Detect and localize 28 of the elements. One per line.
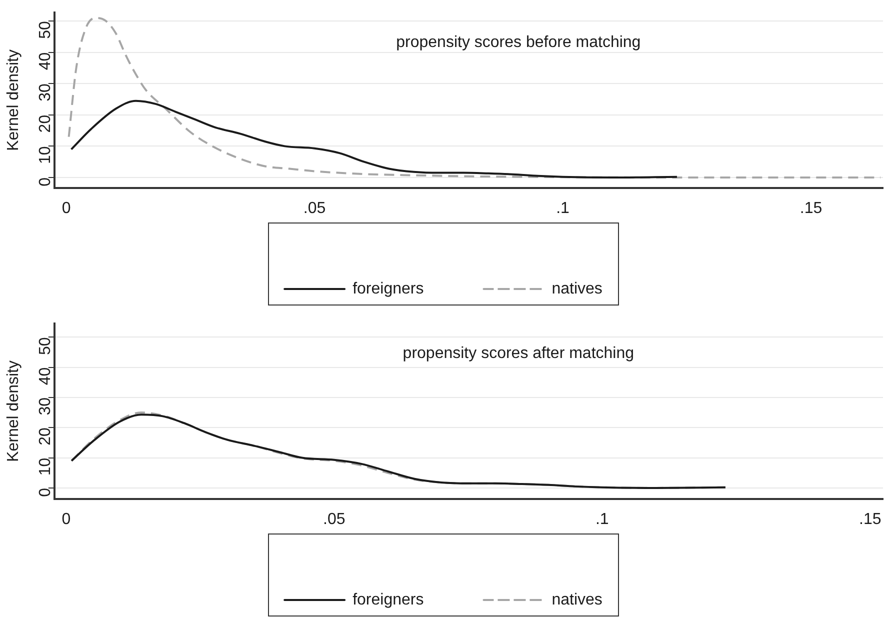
y-tick-label: 30: [36, 397, 54, 416]
y-tick-label: 30: [36, 84, 54, 102]
y-tick-label: 50: [36, 337, 54, 355]
x-tick-label: 0: [62, 200, 71, 217]
y-axis-title: Kernel density: [5, 50, 22, 151]
legend-label: natives: [552, 591, 602, 608]
y-tick-label: 0: [36, 177, 54, 186]
legend-label: foreigners: [352, 591, 424, 608]
y-axis-title: Kernel density: [5, 360, 22, 462]
text: propensity scores after matching: [402, 345, 634, 362]
x-tick-label: .05: [323, 510, 346, 528]
x-tick-label: 0: [62, 510, 71, 528]
y-tick-label: 10: [36, 146, 54, 164]
x-tick-label: .15: [800, 200, 822, 217]
x-tick-label: .05: [303, 200, 326, 217]
y-tick-label: 0: [36, 488, 54, 497]
x-tick-label: .1: [595, 510, 609, 528]
y-tick-label: 10: [36, 458, 54, 476]
y-tick-label: 20: [36, 428, 54, 446]
text: propensity scores before matching: [396, 34, 641, 52]
y-tick-label: 40: [36, 52, 54, 70]
y-tick-label: 40: [36, 367, 54, 386]
x-tick-label: .1: [556, 200, 570, 217]
y-tick-label: 20: [36, 114, 54, 133]
x-tick-label: .15: [859, 510, 882, 528]
y-tick-label: 50: [36, 20, 54, 39]
legend-label: foreigners: [352, 280, 424, 298]
legend-label: natives: [552, 280, 602, 298]
